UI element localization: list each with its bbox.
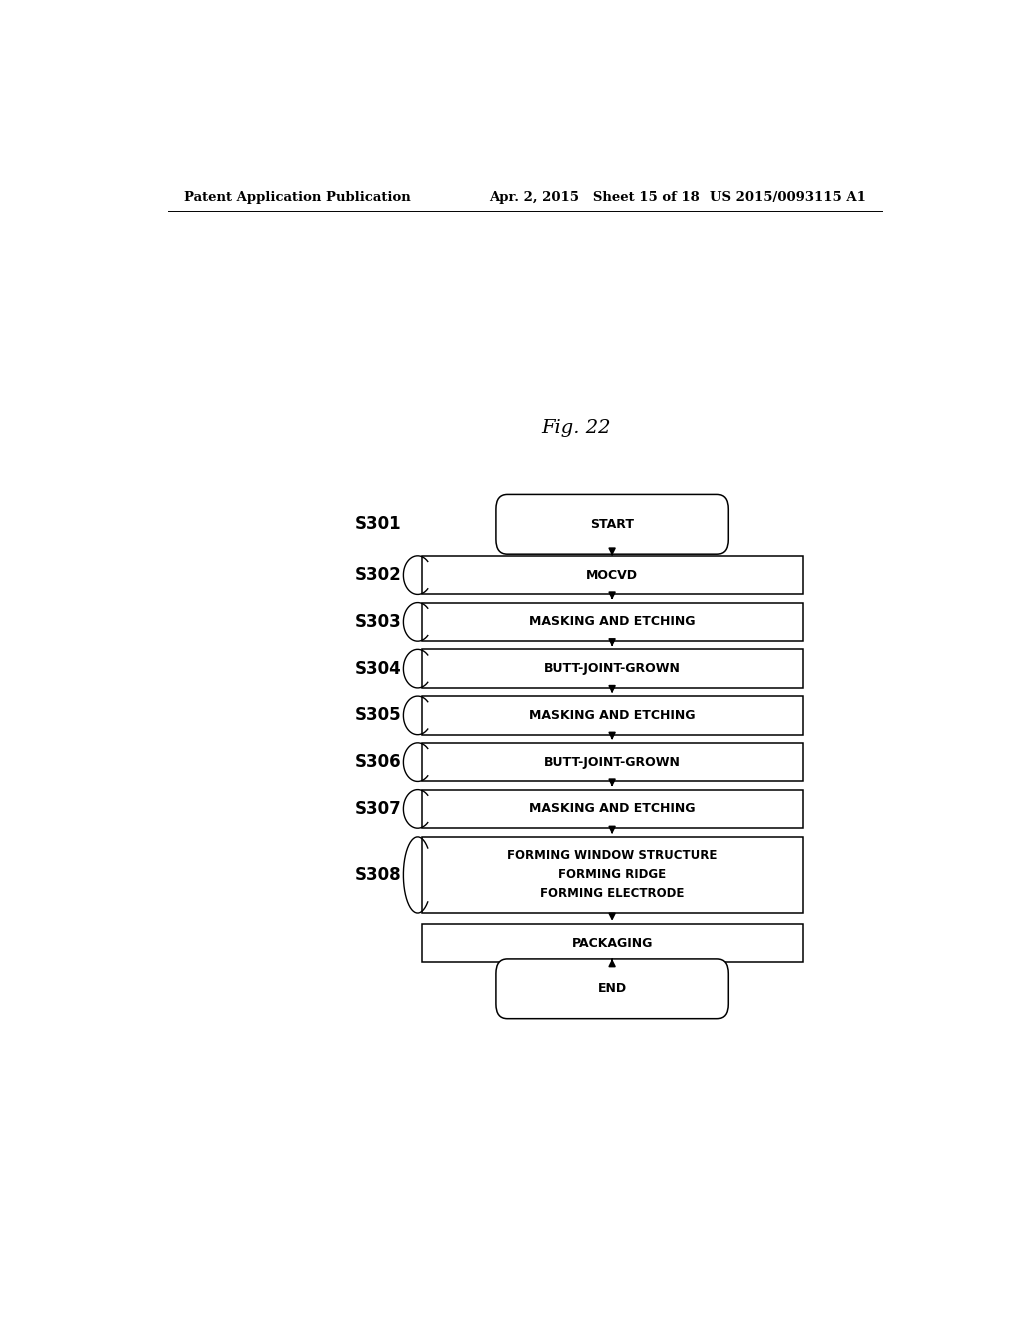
Text: MASKING AND ETCHING: MASKING AND ETCHING	[528, 709, 695, 722]
Text: S306: S306	[355, 754, 401, 771]
Text: MASKING AND ETCHING: MASKING AND ETCHING	[528, 615, 695, 628]
Text: US 2015/0093115 A1: US 2015/0093115 A1	[711, 190, 866, 203]
Bar	[422, 602, 803, 642]
Text: S303: S303	[355, 612, 401, 631]
Text: S308: S308	[355, 866, 401, 884]
Text: Fig. 22: Fig. 22	[542, 418, 611, 437]
Text: PACKAGING: PACKAGING	[571, 937, 652, 949]
Bar	[422, 743, 803, 781]
Bar	[422, 837, 803, 913]
Text: S305: S305	[355, 706, 401, 725]
FancyBboxPatch shape	[496, 958, 728, 1019]
Text: MOCVD: MOCVD	[586, 569, 638, 582]
Text: BUTT-JOINT-GROWN: BUTT-JOINT-GROWN	[544, 755, 681, 768]
Text: Apr. 2, 2015   Sheet 15 of 18: Apr. 2, 2015 Sheet 15 of 18	[489, 190, 699, 203]
Text: END: END	[598, 982, 627, 995]
Bar	[422, 649, 803, 688]
Bar	[422, 789, 803, 828]
Text: S304: S304	[355, 660, 401, 677]
FancyBboxPatch shape	[496, 495, 728, 554]
Bar	[422, 556, 803, 594]
Text: BUTT-JOINT-GROWN: BUTT-JOINT-GROWN	[544, 663, 681, 675]
Text: START: START	[590, 517, 634, 531]
Text: Patent Application Publication: Patent Application Publication	[183, 190, 411, 203]
Bar	[422, 696, 803, 735]
Text: S307: S307	[355, 800, 401, 818]
Bar	[422, 924, 803, 962]
Text: S301: S301	[355, 515, 401, 533]
Text: MASKING AND ETCHING: MASKING AND ETCHING	[528, 803, 695, 816]
Text: FORMING WINDOW STRUCTURE
FORMING RIDGE
FORMING ELECTRODE: FORMING WINDOW STRUCTURE FORMING RIDGE F…	[507, 850, 717, 900]
Text: S302: S302	[355, 566, 401, 585]
